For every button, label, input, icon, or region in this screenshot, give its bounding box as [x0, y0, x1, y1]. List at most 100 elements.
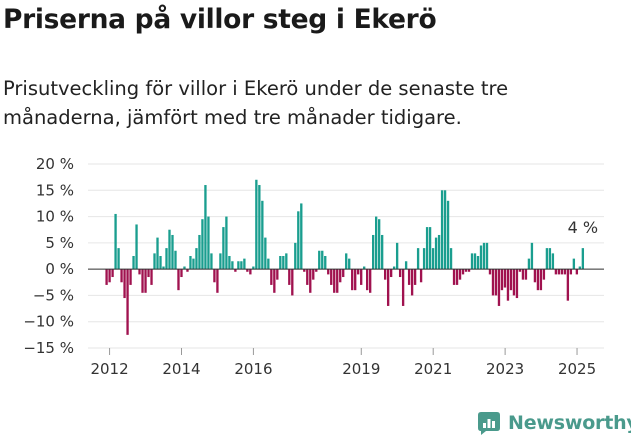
bar: [473, 253, 477, 270]
bar: [485, 242, 489, 270]
bar: [354, 269, 357, 291]
bar: [156, 237, 159, 270]
bar: [542, 269, 546, 280]
brand-logo: Newsworthy: [476, 410, 631, 436]
bar: [309, 269, 312, 293]
bar: [351, 269, 354, 291]
bar: [300, 203, 303, 270]
bar: [401, 269, 405, 306]
bar: [389, 269, 393, 278]
bar: [315, 269, 318, 272]
bar: [222, 227, 225, 270]
bar: [264, 237, 267, 270]
bar: [581, 248, 585, 270]
bar: [455, 269, 459, 285]
bar: [569, 269, 573, 275]
bar: [153, 253, 156, 270]
annotation: 4 %: [568, 218, 598, 237]
bar: [363, 266, 366, 270]
bar: [500, 269, 504, 291]
bar: [246, 269, 249, 272]
bar: [120, 269, 123, 283]
bar: [330, 269, 333, 285]
bar: [249, 269, 252, 275]
bar: [572, 258, 576, 270]
y-tick-label: −5 %: [33, 286, 74, 304]
x-axis: 2012 2014 2016 2019 2021 2023 2025: [88, 268, 604, 378]
bar: [327, 269, 330, 275]
bar: [395, 242, 399, 270]
bar: [285, 253, 288, 270]
bar: [114, 213, 117, 270]
bar: [279, 256, 282, 270]
bar: [375, 216, 378, 270]
bar: [273, 269, 276, 293]
bar: [366, 269, 369, 291]
bar: [198, 234, 201, 270]
bar: [252, 266, 255, 270]
bar: [147, 269, 150, 278]
bar: [419, 269, 423, 283]
bar: [216, 269, 219, 293]
bar: [440, 190, 444, 270]
bar: [446, 200, 450, 270]
x-tick-label: 2021: [414, 360, 452, 378]
bar: [575, 269, 579, 275]
bar: [126, 269, 129, 335]
bar: [398, 269, 402, 278]
bar: [557, 269, 561, 275]
bar: [261, 200, 264, 270]
bar: [282, 256, 285, 270]
y-tick-label: 15 %: [36, 181, 74, 199]
bar: [150, 269, 153, 285]
bar: [210, 253, 213, 270]
bar: [258, 185, 261, 270]
bar: [404, 261, 408, 270]
x-tick-label: 2016: [234, 360, 272, 378]
bar: [428, 227, 432, 270]
bar: [201, 219, 204, 270]
bar: [231, 261, 234, 270]
bar: [243, 258, 246, 270]
bar: [162, 266, 165, 270]
y-tick-label: 0 %: [45, 260, 74, 278]
bar: [476, 256, 480, 270]
bar: [321, 250, 324, 270]
bar: [141, 269, 144, 293]
bar: [213, 269, 216, 283]
bar: [563, 269, 567, 275]
newsworthy-logo-icon: [478, 412, 500, 435]
bar: [240, 261, 243, 270]
bar: [461, 269, 465, 275]
bar: [551, 253, 555, 270]
x-tick-label: 2019: [342, 360, 380, 378]
bar: [521, 269, 525, 280]
bar: [548, 248, 552, 270]
bar: [138, 269, 141, 275]
bar: [554, 269, 558, 275]
bar: [494, 269, 498, 296]
bar: [383, 269, 387, 280]
bar: [186, 269, 189, 272]
chart-subtitle: Prisutveckling för villor i Ekerö under …: [3, 77, 509, 129]
bar: [219, 253, 222, 270]
bar: [225, 216, 228, 270]
bar: [180, 269, 183, 278]
bar: [207, 216, 210, 270]
bar: [527, 258, 531, 270]
bar: [509, 269, 513, 291]
bar: [506, 269, 510, 301]
bar: [431, 248, 435, 270]
bar: [425, 227, 429, 270]
bar: [297, 211, 300, 270]
bar: [192, 258, 195, 270]
bar: [117, 248, 120, 270]
bar: [177, 269, 180, 291]
bar: [434, 237, 438, 270]
bar: [360, 269, 363, 285]
bar: [515, 269, 519, 299]
bar: [410, 269, 414, 296]
bar: [467, 269, 471, 272]
bar: [491, 269, 495, 296]
x-tick-label: 2025: [558, 360, 596, 378]
